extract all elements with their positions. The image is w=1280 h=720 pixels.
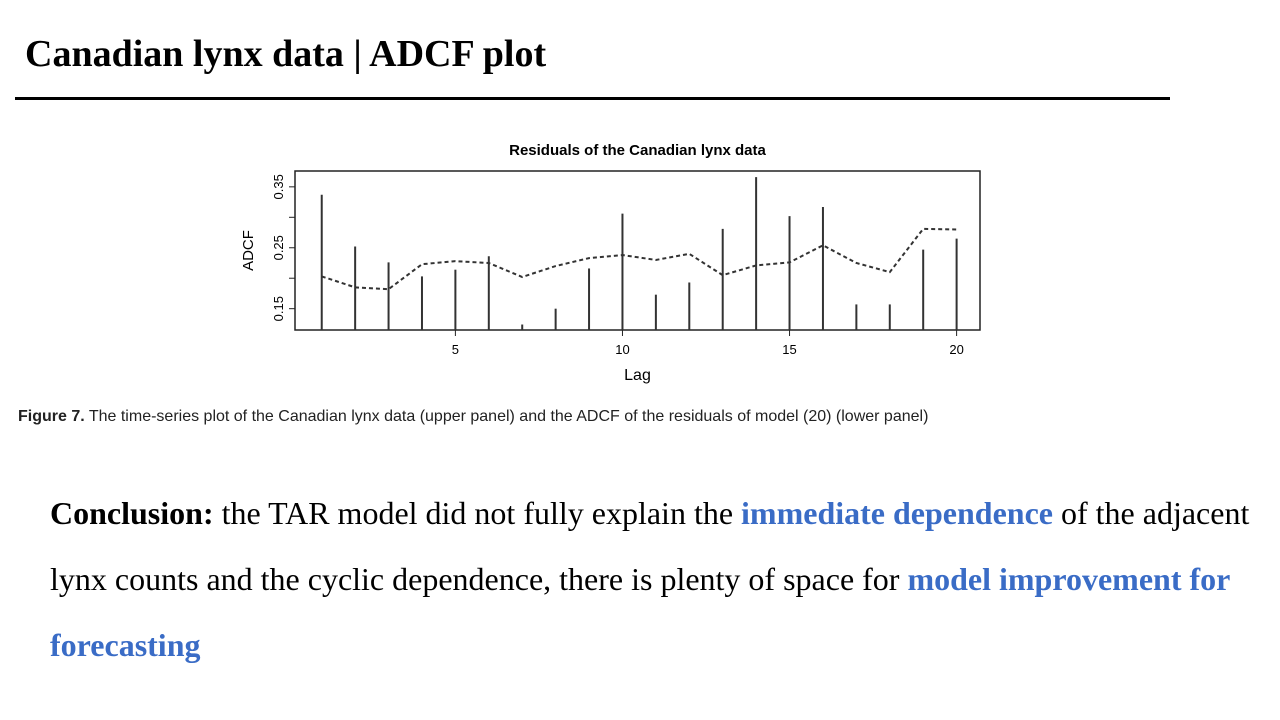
- chart-title: Residuals of the Canadian lynx data: [509, 142, 766, 159]
- slide-title: Canadian lynx data | ADCF plot: [25, 33, 547, 75]
- y-tick-label: 0.35: [271, 174, 286, 199]
- plot-frame: [294, 170, 981, 331]
- x-axis-label: Lag: [624, 367, 651, 384]
- y-axis-label: ADCF: [240, 230, 257, 271]
- highlight-model-improvement: model improvement for forecasting: [50, 561, 1230, 663]
- figure-caption: Figure 7. The time-series plot of the Ca…: [18, 408, 928, 426]
- y-tick-label: 0.25: [271, 235, 286, 260]
- caption-text: The time-series plot of the Canadian lyn…: [84, 408, 929, 425]
- title-divider: [15, 97, 1170, 100]
- x-tick-label: 20: [949, 342, 963, 357]
- highlight-immediate-dependence: immediate dependence: [741, 495, 1053, 531]
- x-tick-label: 15: [782, 342, 796, 357]
- conclusion-text-1: the TAR model did not fully explain the: [213, 495, 742, 531]
- conclusion: Conclusion: the TAR model did not fully …: [50, 480, 1280, 678]
- x-tick-label: 10: [615, 342, 629, 357]
- conclusion-text-2: of the adjacent lynx counts and the cycl…: [50, 495, 1250, 597]
- adcf-chart: Residuals of the Canadian lynx data 5 10 15…: [240, 142, 981, 384]
- y-tick-label: 0.15: [271, 296, 286, 321]
- x-tick-label: 5: [452, 342, 459, 357]
- conclusion-lead: Conclusion:: [50, 495, 214, 531]
- threshold-dashed-line: [321, 227, 957, 291]
- caption-label: Figure 7.: [18, 408, 85, 425]
